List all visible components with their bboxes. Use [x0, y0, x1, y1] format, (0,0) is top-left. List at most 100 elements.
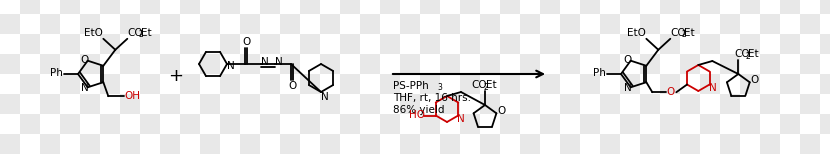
Bar — [620, 54, 640, 74]
Text: O: O — [497, 106, 505, 116]
Bar — [800, 14, 820, 34]
Bar — [180, 94, 200, 114]
Bar — [520, 134, 540, 154]
Bar — [680, 94, 700, 114]
Bar — [600, 14, 620, 34]
Bar — [740, 134, 760, 154]
Bar — [680, 0, 700, 14]
Bar — [600, 134, 620, 154]
Bar — [300, 74, 320, 94]
Bar — [600, 54, 620, 74]
Text: O: O — [81, 55, 89, 65]
Bar — [380, 134, 400, 154]
Bar — [260, 74, 280, 94]
Bar — [140, 114, 160, 134]
Bar — [520, 94, 540, 114]
Bar — [660, 14, 680, 34]
Bar — [600, 34, 620, 54]
Bar — [700, 0, 720, 14]
Text: N: N — [321, 92, 329, 102]
Bar — [460, 14, 480, 34]
Bar — [540, 14, 560, 34]
Bar — [620, 94, 640, 114]
Bar — [60, 54, 80, 74]
Bar — [700, 14, 720, 34]
Bar — [320, 134, 340, 154]
Bar — [780, 74, 800, 94]
Text: CO: CO — [127, 28, 143, 38]
Bar — [40, 114, 60, 134]
Bar — [120, 114, 140, 134]
Bar — [300, 134, 320, 154]
Bar — [360, 94, 380, 114]
Text: Et: Et — [486, 80, 496, 90]
Bar — [400, 114, 420, 134]
Bar — [60, 114, 80, 134]
Bar — [540, 34, 560, 54]
Text: CO: CO — [471, 80, 486, 90]
Bar — [680, 134, 700, 154]
Bar — [820, 114, 830, 134]
Bar — [440, 114, 460, 134]
Bar — [260, 0, 280, 14]
Bar — [780, 54, 800, 74]
Bar — [20, 54, 40, 74]
Bar — [500, 14, 520, 34]
Bar — [200, 74, 220, 94]
Bar — [140, 54, 160, 74]
Bar — [480, 134, 500, 154]
Bar — [140, 14, 160, 34]
Bar — [460, 114, 480, 134]
Bar — [260, 94, 280, 114]
Bar — [0, 134, 20, 154]
Bar — [180, 34, 200, 54]
Bar — [480, 74, 500, 94]
Text: THF, rt, 16 hrs.: THF, rt, 16 hrs. — [393, 93, 471, 103]
Bar — [720, 0, 740, 14]
Bar — [780, 114, 800, 134]
Bar — [240, 14, 260, 34]
Bar — [220, 114, 240, 134]
Bar — [160, 0, 180, 14]
Bar — [660, 0, 680, 14]
Bar — [760, 114, 780, 134]
Bar — [360, 34, 380, 54]
Text: CO: CO — [671, 28, 686, 38]
Bar — [420, 14, 440, 34]
Bar — [80, 114, 100, 134]
Bar — [20, 74, 40, 94]
Bar — [500, 114, 520, 134]
Text: 86% yield: 86% yield — [393, 105, 445, 115]
Bar — [360, 74, 380, 94]
Bar — [540, 94, 560, 114]
Bar — [820, 0, 830, 14]
Bar — [200, 94, 220, 114]
Bar — [480, 0, 500, 14]
Bar — [640, 34, 660, 54]
Bar — [280, 74, 300, 94]
Bar — [360, 14, 380, 34]
Bar — [20, 114, 40, 134]
Bar — [260, 114, 280, 134]
Bar — [480, 34, 500, 54]
Bar — [280, 94, 300, 114]
Bar — [320, 0, 340, 14]
Bar — [680, 74, 700, 94]
Bar — [760, 134, 780, 154]
Bar — [780, 34, 800, 54]
Bar — [740, 0, 760, 14]
Bar — [100, 14, 120, 34]
Text: N: N — [624, 83, 632, 93]
Bar — [440, 0, 460, 14]
Bar — [700, 54, 720, 74]
Bar — [320, 54, 340, 74]
Bar — [0, 14, 20, 34]
Bar — [800, 34, 820, 54]
Bar — [380, 34, 400, 54]
Bar — [820, 74, 830, 94]
Bar — [120, 94, 140, 114]
Text: Et: Et — [749, 49, 759, 59]
Text: N: N — [457, 113, 465, 124]
Text: 2: 2 — [681, 30, 686, 39]
Bar — [500, 94, 520, 114]
